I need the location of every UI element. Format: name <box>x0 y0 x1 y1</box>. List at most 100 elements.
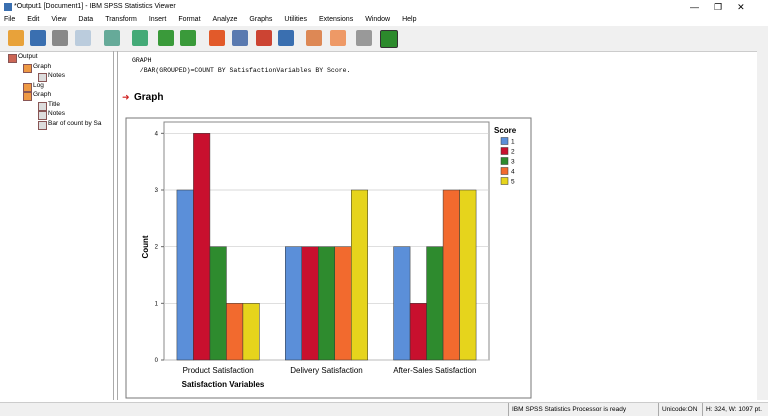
bar <box>334 246 352 361</box>
tree-icon <box>23 82 32 92</box>
undo-button[interactable] <box>158 30 174 46</box>
legend-swatch <box>500 157 509 165</box>
legend-label: 5 <box>511 179 515 186</box>
legend-title: Score <box>494 126 517 135</box>
y-tick-label: 1 <box>155 301 159 307</box>
app-icon <box>4 3 12 11</box>
output-pane: GRAPH /BAR(GROUPED)=COUNT BY Satisfactio… <box>117 51 758 400</box>
menu-item[interactable]: View <box>51 16 67 23</box>
add-button[interactable] <box>380 30 398 48</box>
x-tick-label: Product Satisfaction <box>183 366 254 375</box>
menu-item[interactable]: Window <box>365 16 391 23</box>
toolbar <box>0 26 768 52</box>
bar <box>459 189 477 361</box>
tree-node[interactable]: Graph <box>33 62 52 70</box>
tree-icon <box>23 92 32 101</box>
tree-node[interactable]: Notes <box>48 110 65 117</box>
goto-button[interactable] <box>209 30 225 46</box>
legend-swatch <box>500 167 509 175</box>
menu-item[interactable]: Graphs <box>249 16 273 23</box>
tree-node[interactable]: Notes <box>48 72 65 79</box>
y-tick-label: 3 <box>155 188 159 194</box>
open-button[interactable] <box>8 30 24 46</box>
legend-swatch <box>500 137 509 145</box>
promote-button[interactable] <box>330 30 346 46</box>
bar <box>393 246 411 361</box>
bar <box>285 246 302 361</box>
legend-label: 2 <box>511 149 515 156</box>
print-button[interactable] <box>52 30 68 46</box>
tree-node[interactable]: Log <box>33 81 44 89</box>
table-button[interactable] <box>278 30 294 46</box>
scrollbar[interactable] <box>757 51 768 400</box>
x-tick-label: Delivery Satisfaction <box>290 366 362 375</box>
disabled-button <box>356 30 372 46</box>
tree-icon <box>38 101 47 111</box>
menu-item[interactable]: File <box>4 16 16 23</box>
menu-item[interactable]: Analyze <box>212 16 238 23</box>
bar <box>193 133 211 361</box>
variables-button[interactable] <box>232 30 248 46</box>
legend-label: 1 <box>511 139 515 146</box>
legend-label: 4 <box>511 169 515 176</box>
syntax-line: /BAR(GROUPED)=COUNT BY SatisfactionVaria… <box>132 67 351 74</box>
syntax-block: GRAPH /BAR(GROUPED)=COUNT BY Satisfactio… <box>132 56 350 76</box>
bar <box>209 246 227 361</box>
x-tick-label: After-Sales Satisfaction <box>393 366 476 375</box>
bar <box>351 189 368 361</box>
insert-button[interactable] <box>256 30 272 46</box>
menu-bar: File Edit View Data Transform Insert Format Ana… <box>0 14 768 26</box>
window-title: *Output1 [Document1] - IBM SPSS Statisti… <box>14 3 176 10</box>
tree-icon <box>23 63 32 73</box>
bar <box>176 189 194 361</box>
menu-item[interactable]: Format <box>178 16 201 23</box>
bar <box>409 303 427 361</box>
bar <box>226 303 244 361</box>
designate-button[interactable] <box>306 30 322 46</box>
outline-pane: Output Graph Notes Log Graph Title Notes Bar of… <box>0 51 114 400</box>
y-tick-label: 2 <box>155 245 159 251</box>
menu-item[interactable]: Transform <box>105 16 137 23</box>
legend-label: 3 <box>511 159 515 166</box>
window-controls[interactable]: — ❐ ✕ <box>690 2 745 12</box>
arrow-icon: ➜ <box>122 92 130 102</box>
menu-item[interactable]: Edit <box>27 16 40 23</box>
syntax-line: GRAPH <box>132 57 152 64</box>
tree-icon <box>38 120 47 130</box>
tree-node[interactable]: Bar of count by Sa <box>48 119 102 127</box>
tree-icon <box>38 111 47 120</box>
tree-icon <box>38 73 47 82</box>
bar <box>318 246 335 361</box>
legend-swatch <box>500 177 509 185</box>
status-field: IBM SPSS Statistics Processor is ready <box>508 403 626 416</box>
preview-button[interactable] <box>75 30 91 46</box>
save-button[interactable] <box>30 30 46 46</box>
menu-item[interactable]: Insert <box>148 16 167 23</box>
bar <box>426 246 444 361</box>
chart: Satisfaction Variables Count Score 0 1 2 3 4… <box>125 117 532 399</box>
x-axis-title: Satisfaction Variables <box>182 380 265 389</box>
menu-item[interactable]: Extensions <box>318 16 354 23</box>
dialog-button[interactable] <box>132 30 148 46</box>
title-bar: *Output1 [Document1] - IBM SPSS Statisti… <box>0 0 768 14</box>
tree-node[interactable]: Output <box>18 53 38 60</box>
heading: Graph <box>134 92 164 103</box>
status-field: Unicode:ON <box>658 403 697 416</box>
y-axis-title: Count <box>141 235 150 258</box>
tree-icon <box>8 54 17 63</box>
bar <box>301 246 319 361</box>
y-tick-label: 0 <box>155 358 159 364</box>
bar <box>242 303 260 361</box>
y-tick-label: 4 <box>155 131 159 137</box>
menu-item[interactable]: Data <box>78 16 94 23</box>
legend-swatch <box>500 147 509 155</box>
status-field: H: 324, W: 1097 pt. <box>702 403 762 416</box>
export-button[interactable] <box>104 30 120 46</box>
menu-item[interactable]: Utilities <box>284 16 307 23</box>
tree-node[interactable]: Title <box>48 100 61 108</box>
status-bar: IBM SPSS Statistics Processor is ready Un… <box>0 402 768 416</box>
redo-button[interactable] <box>180 30 196 46</box>
tree-node[interactable]: Graph <box>33 91 52 98</box>
menu-item[interactable]: Help <box>402 16 417 23</box>
